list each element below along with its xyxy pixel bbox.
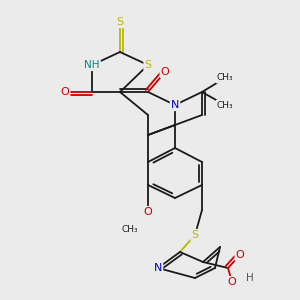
Text: CH₃: CH₃ xyxy=(217,74,233,82)
Text: CH₃: CH₃ xyxy=(217,100,233,109)
Text: N: N xyxy=(154,263,162,273)
Text: O: O xyxy=(228,277,236,287)
Text: S: S xyxy=(144,60,152,70)
Text: O: O xyxy=(236,250,244,260)
Text: O: O xyxy=(61,87,69,97)
Text: O: O xyxy=(144,207,152,217)
Text: S: S xyxy=(191,230,199,240)
Text: NH: NH xyxy=(84,60,100,70)
Text: N: N xyxy=(171,100,179,110)
Text: CH₃: CH₃ xyxy=(122,226,138,235)
Text: O: O xyxy=(160,67,169,77)
Text: H: H xyxy=(246,273,254,283)
Text: S: S xyxy=(116,17,124,27)
